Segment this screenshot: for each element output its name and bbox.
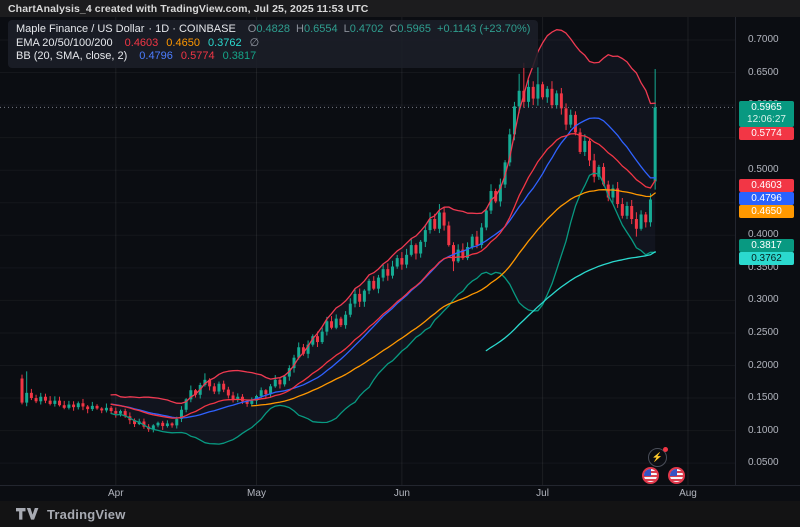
lightning-icon: ⚡ xyxy=(651,452,664,462)
tradingview-brand-text[interactable]: TradingView xyxy=(47,506,126,522)
time-axis-month-label: Jun xyxy=(393,488,410,499)
chart-pane[interactable]: Maple Finance / US Dollar · 1D · COINBAS… xyxy=(0,17,800,485)
ema100-price-label: 0.3762 xyxy=(739,252,794,265)
bb-upper-value: 0.5774 xyxy=(180,50,215,62)
ema50-value: 0.4650 xyxy=(166,36,200,49)
ema200-empty-value: ∅ xyxy=(249,36,260,49)
bb-label: BB (20, SMA, close, 2) xyxy=(16,50,128,62)
ema20-value: 0.4603 xyxy=(124,36,159,49)
bb-lower-price-label: 0.3817 xyxy=(739,239,794,252)
price-tick-label: 0.0500 xyxy=(748,457,779,469)
price-tick-label: 0.1500 xyxy=(748,392,779,404)
flash-event-icon[interactable]: ⚡ xyxy=(648,447,668,467)
ema50-price-label: 0.4650 xyxy=(739,205,794,218)
price-tick-label: 0.7000 xyxy=(748,34,779,45)
screenshot-title-bar: ChartAnalysis_4 created with TradingView… xyxy=(0,0,800,17)
bb-basis-price-label: 0.4796 xyxy=(739,192,794,205)
bb-upper-price-label: 0.5774 xyxy=(739,127,794,140)
us-economic-event-icon[interactable] xyxy=(668,467,685,484)
price-tick-label: 0.3000 xyxy=(748,294,779,306)
price-tick-label: 0.3500 xyxy=(748,261,779,273)
ohlc-values: O0.4828 H0.6554 L0.4702 C0.5965 +0.1143 … xyxy=(247,23,531,35)
footer-bar: TradingView xyxy=(0,501,800,527)
high-value: 0.6554 xyxy=(303,23,338,35)
price-tick-label: 0.1000 xyxy=(748,424,779,436)
bb-basis-value: 0.4796 xyxy=(139,50,173,62)
change-value: +0.1143 (+23.70%) xyxy=(437,23,531,35)
price-tick-label: 0.5000 xyxy=(748,164,779,176)
ema100-value: 0.3762 xyxy=(207,36,242,49)
tradingview-logo-icon[interactable] xyxy=(16,507,40,521)
close-value: 0.5965 xyxy=(397,23,432,35)
last-price-label: 0.5965 12:06:27 xyxy=(739,101,794,127)
time-axis-month-label: Aug xyxy=(679,488,697,499)
price-axis[interactable]: 0.5965 12:06:27 0.5774 0.4603 0.4796 0.4… xyxy=(735,17,800,485)
symbol-name[interactable]: Maple Finance / US Dollar xyxy=(16,23,145,35)
open-value: 0.4828 xyxy=(256,23,291,35)
legend-ema-row[interactable]: EMA 20/50/100/200 0.4603 0.4650 0.3762 ∅ xyxy=(16,37,530,51)
price-tick-label: 0.2500 xyxy=(748,326,779,338)
bar-close-countdown: 12:06:27 xyxy=(747,114,786,125)
us-economic-event-icon[interactable] xyxy=(642,467,659,484)
price-tick-label: 0.4000 xyxy=(748,229,779,241)
legend-bb-row[interactable]: BB (20, SMA, close, 2) 0.4796 0.5774 0.3… xyxy=(16,50,530,64)
screenshot-title: ChartAnalysis_4 created with TradingView… xyxy=(8,2,369,15)
last-price-value: 0.5965 xyxy=(751,102,782,113)
interval-exchange[interactable]: · 1D · COINBASE xyxy=(148,23,236,35)
price-tick-label: 0.2000 xyxy=(748,359,779,371)
time-axis-month-label: May xyxy=(247,488,266,499)
low-value: 0.4702 xyxy=(349,23,384,35)
bb-lower-value: 0.3817 xyxy=(222,50,257,62)
legend-symbol-row[interactable]: Maple Finance / US Dollar · 1D · COINBAS… xyxy=(16,23,530,37)
time-axis-month-label: Apr xyxy=(108,488,124,499)
time-axis[interactable]: Apr May Jun Jul Aug xyxy=(0,485,800,502)
price-tick-label: 0.6500 xyxy=(748,66,779,78)
candlestick-chart-canvas[interactable] xyxy=(0,17,736,485)
time-axis-month-label: Jul xyxy=(536,488,549,499)
notification-dot xyxy=(663,447,668,452)
chart-legend: Maple Finance / US Dollar · 1D · COINBAS… xyxy=(8,20,539,68)
ema-label: EMA 20/50/100/200 xyxy=(16,36,113,49)
ema20-price-label: 0.4603 xyxy=(739,179,794,192)
